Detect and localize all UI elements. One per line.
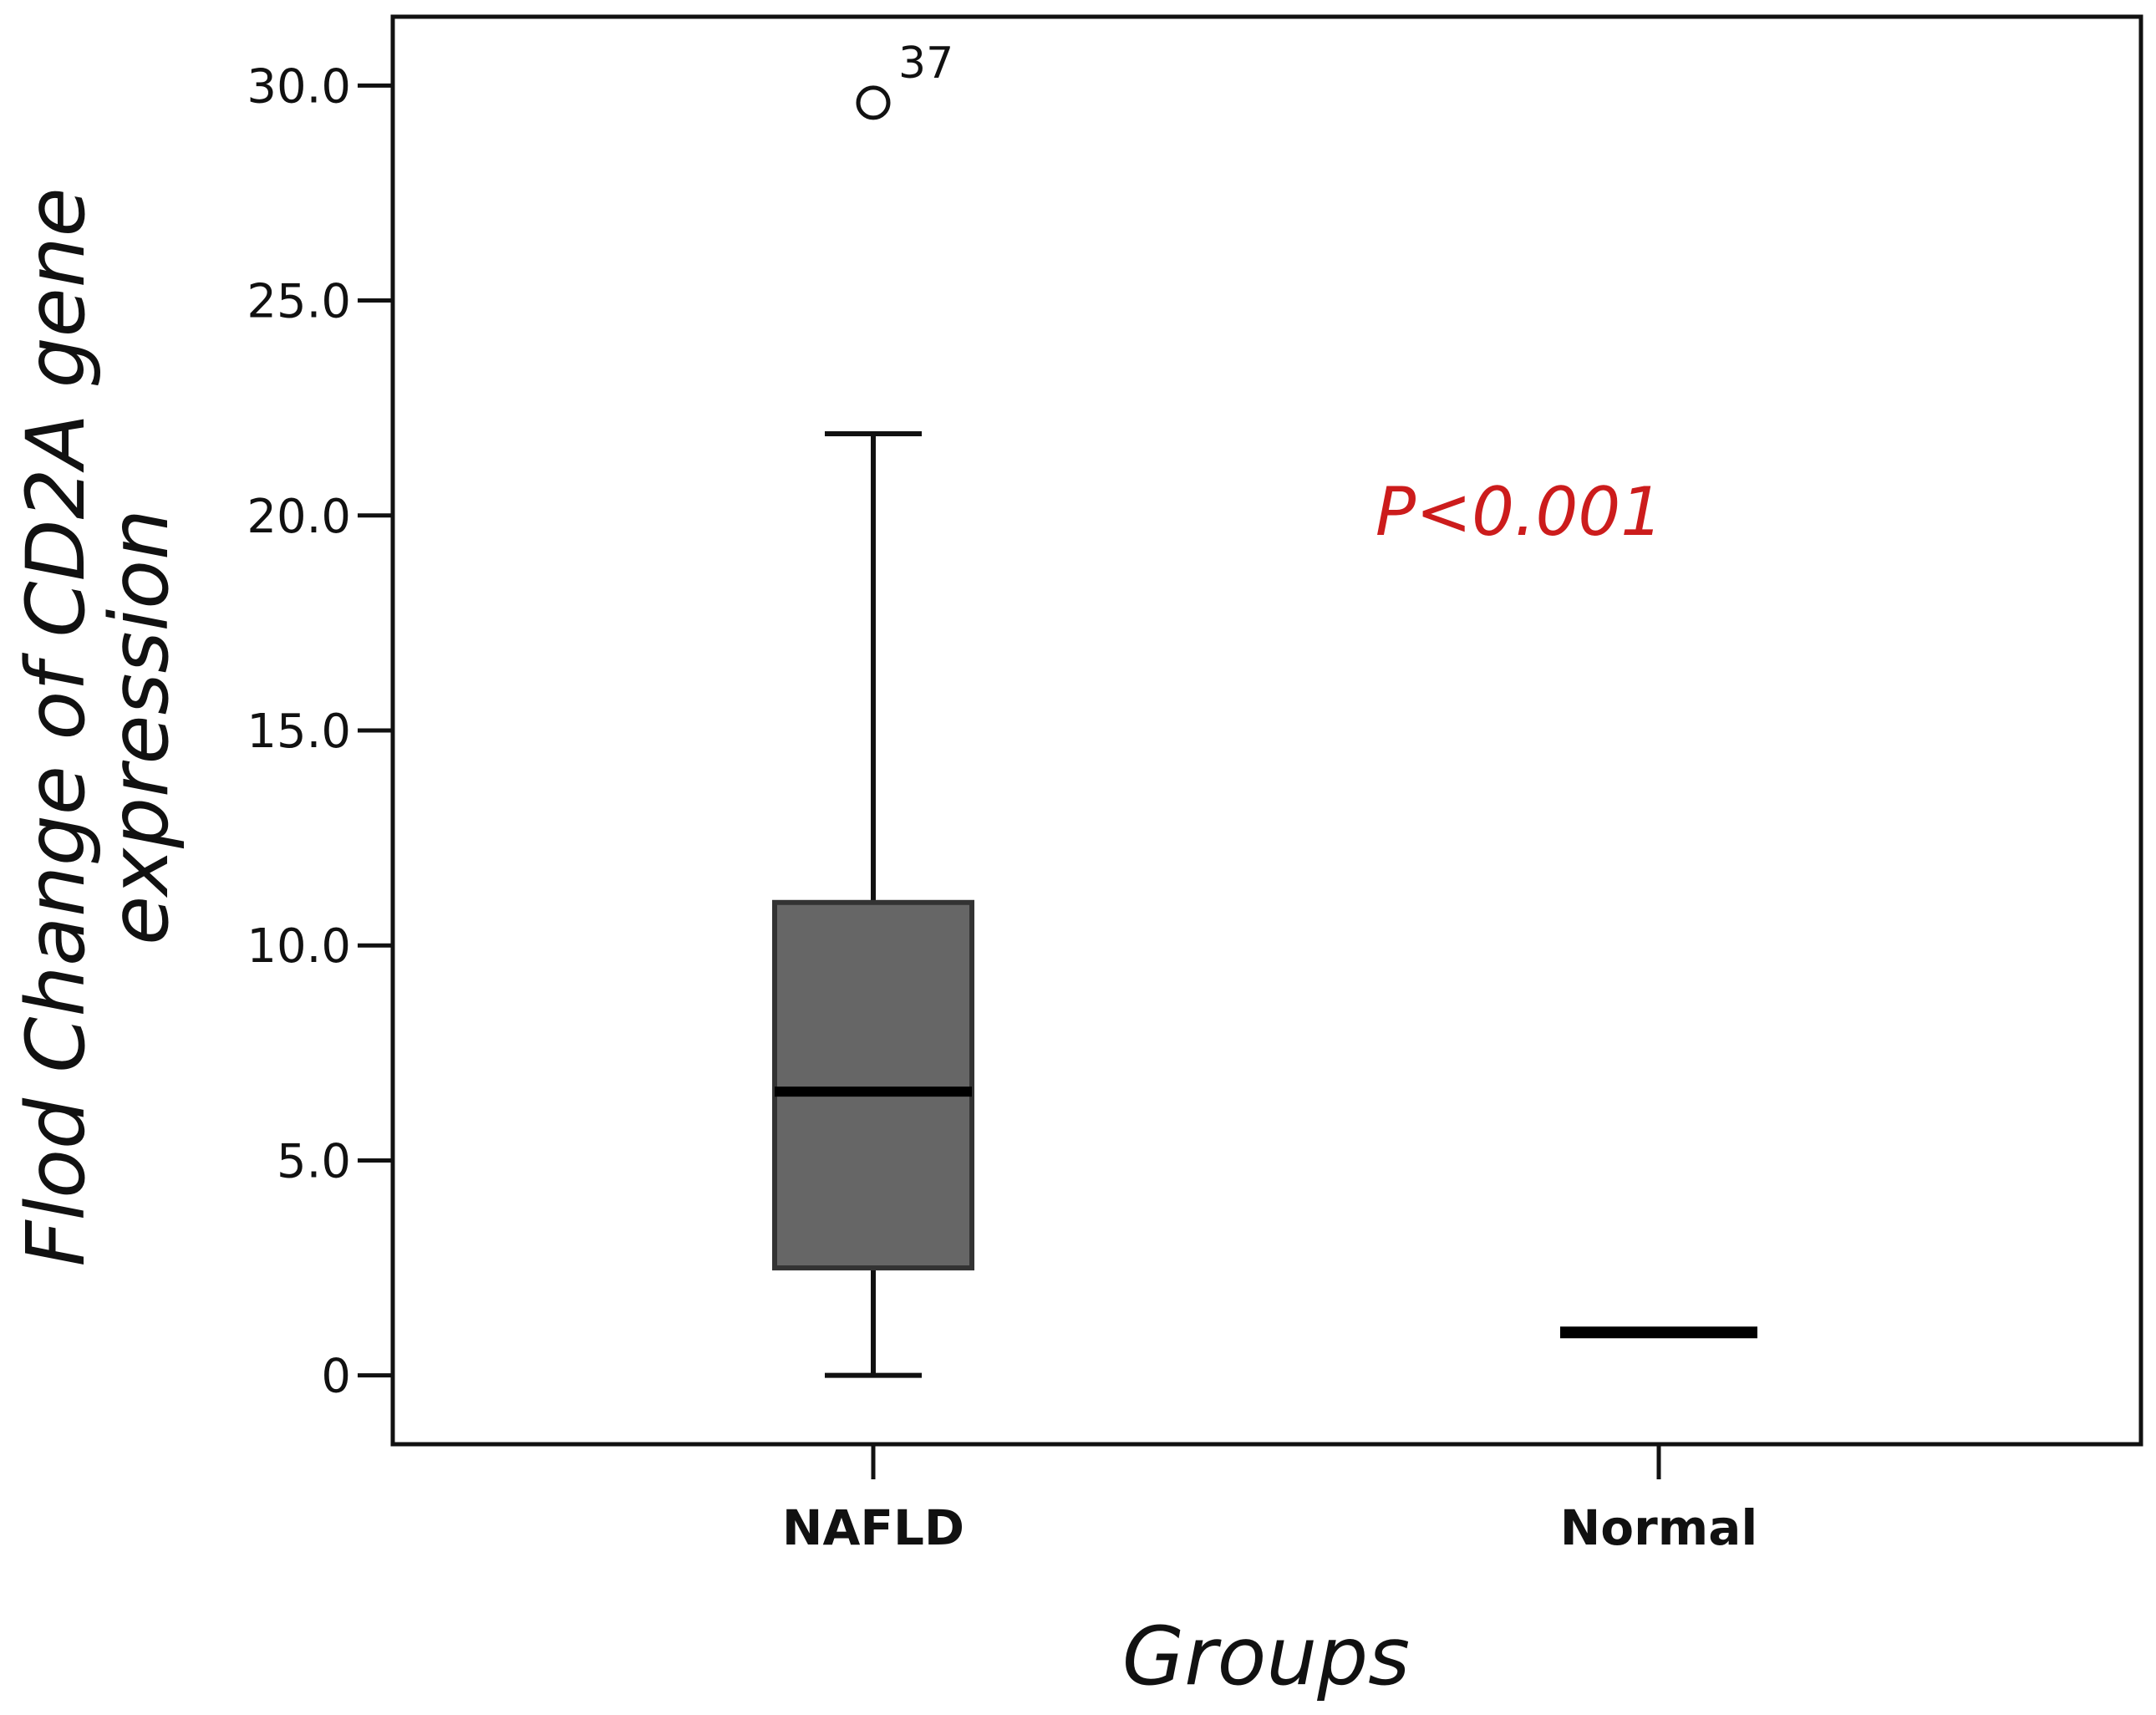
y-tick-label: 20.0 bbox=[247, 490, 351, 544]
y-axis: 0 5.0 10.0 15.0 20.0 25.0 30.0 bbox=[247, 59, 393, 1404]
y-tick-label: 5.0 bbox=[277, 1134, 351, 1188]
x-axis: NAFLD Normal bbox=[782, 1444, 1757, 1556]
box-series: 37 bbox=[772, 38, 1757, 1378]
x-axis-title: Groups bbox=[1122, 1610, 1410, 1703]
box-nafld: 37 bbox=[772, 38, 974, 1378]
iqr-box bbox=[772, 899, 974, 1271]
y-tick-label: 30.0 bbox=[247, 59, 351, 114]
x-category-label: Normal bbox=[1560, 1499, 1757, 1556]
y-tick-label: 15.0 bbox=[247, 705, 351, 759]
outlier-point bbox=[856, 85, 891, 120]
p-value-annotation: P<0.001 bbox=[1375, 473, 1663, 551]
x-category-label: NAFLD bbox=[782, 1499, 964, 1556]
y-axis-title-line-1: Flod Change of CD2A gene bbox=[9, 187, 103, 1266]
y-tick-label: 10.0 bbox=[247, 919, 351, 974]
y-tick-label: 25.0 bbox=[247, 275, 351, 329]
y-axis-title-line-2: expression bbox=[93, 509, 186, 945]
y-tick-label: 0 bbox=[321, 1350, 351, 1404]
outlier-label: 37 bbox=[898, 38, 953, 89]
